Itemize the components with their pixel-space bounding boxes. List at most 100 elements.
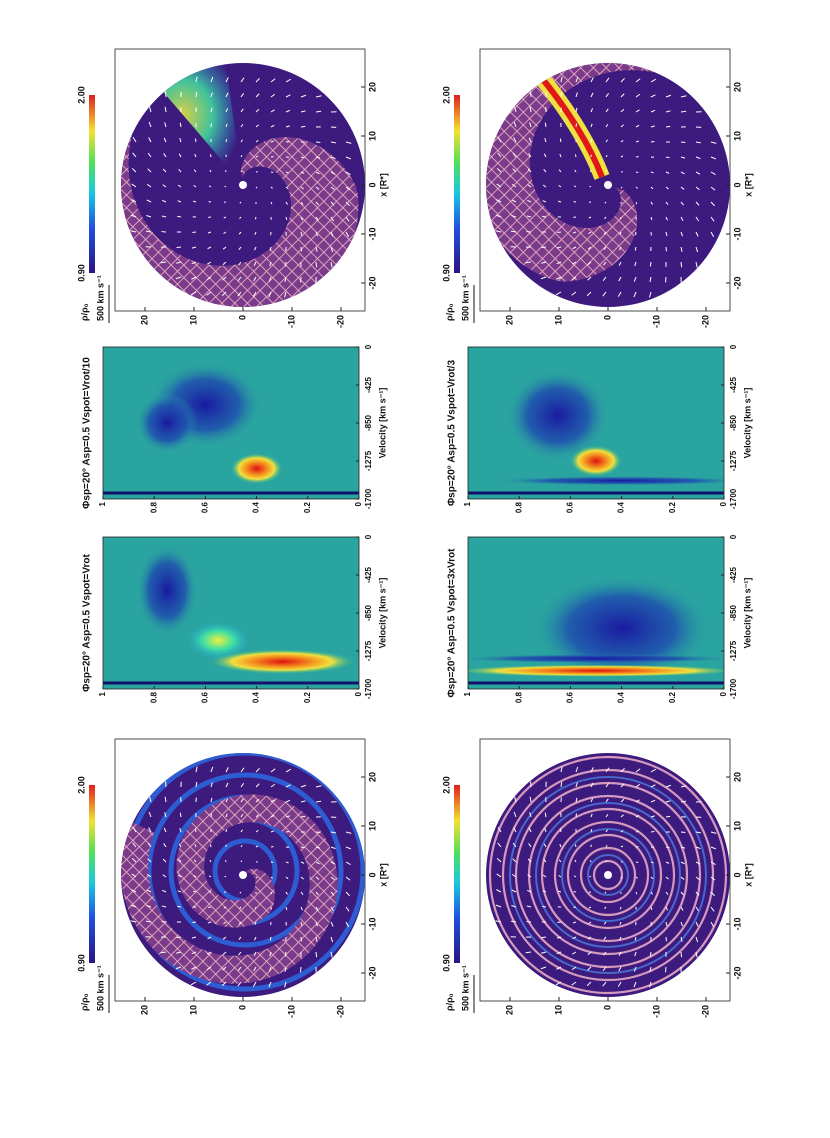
velocity-arrow [330,906,335,912]
velocity-arrow [650,906,653,911]
velocity-arrow [514,796,517,803]
velocity-arrow [529,106,532,113]
velocity-arrow [192,890,197,893]
y-tick-label: 0.8 [514,691,523,703]
velocity-arrow [571,981,577,986]
velocity-arrow [680,876,685,880]
velocity-arrow [710,186,716,191]
velocity-arrow [633,291,637,298]
velocity-arrow [223,906,227,909]
velocity-arrow [525,951,532,954]
velocity-arrow [210,123,213,128]
velocity-arrow [239,906,242,910]
velocity-arrow [528,153,532,158]
velocity-arrow [270,109,275,113]
velocity-arrow [253,261,257,266]
velocity-arrow [345,906,350,912]
velocity-arrow [650,78,656,83]
velocity-arrow [590,782,594,788]
velocity-arrow [300,156,305,159]
velocity-arrow [207,936,212,940]
velocity-arrow [665,876,669,880]
velocity-arrow [635,186,638,189]
x-tick-label: 10 [367,821,377,831]
velocity-arrow [210,76,214,83]
velocity-arrow [270,140,275,143]
velocity-arrow [511,905,517,908]
velocity-arrow [162,889,167,893]
arrow-label: 500 km s⁻¹ [460,965,470,1011]
disk-panel: ρ/ρ₀ 0.90 2.00 500 km s⁻¹ 20 10 0 -10 -20 -20 -10 0… [441,48,753,328]
velocity-arrow [225,813,228,818]
velocity-arrow [255,108,260,113]
velocity-arrow [541,936,547,939]
y-tick-label: 10 [553,315,563,325]
disk-panel: ρ/ρ₀ 0.90 2.00 500 km s⁻¹ 20 10 0 -10 -20 -20 -10 0… [76,48,388,328]
velocity-arrow [695,186,700,191]
velocity-arrow [571,291,577,296]
velocity-arrow [162,874,167,878]
velocity-arrow [603,951,607,956]
velocity-arrow [300,216,303,221]
velocity-arrow [604,906,607,910]
spectrum-content [103,362,359,495]
velocity-arrow [177,905,182,908]
velocity-arrow [619,246,622,251]
x-axis-label: x [R*] [743,863,753,887]
velocity-arrow [571,966,577,971]
velocity-arrow [575,92,578,98]
velocity-arrow [617,981,622,987]
velocity-arrow [602,276,607,281]
velocity-arrow [210,92,213,98]
velocity-arrow [330,846,336,850]
spectrum-content [468,369,724,495]
x-tick-label: -1700 [364,488,373,509]
velocity-arrow [572,921,577,924]
velocity-arrow [176,936,182,939]
velocity-arrow [238,261,242,266]
velocity-arrow [148,827,152,833]
velocity-arrow [541,246,547,249]
velocity-arrow [240,798,244,803]
velocity-arrow [240,783,245,788]
velocity-arrow [330,186,335,191]
velocity-arrow [345,156,352,160]
velocity-arrow [270,78,276,83]
velocity-arrow [650,861,654,864]
panel-title: Φsp=20° Asp=0.5 Vspot=3xVrot [447,548,458,698]
velocity-arrow [514,106,517,113]
x-tick-label: -20 [367,966,377,979]
velocity-arrow [556,276,562,280]
velocity-arrow [649,951,652,957]
velocity-arrow [605,154,608,158]
velocity-arrow [269,951,272,957]
velocity-arrow [650,125,655,128]
y-tick-label: 0.2 [303,691,312,703]
x-tick-label: 0 [732,182,742,187]
velocity-arrow [542,874,547,878]
velocity-arrow [525,261,532,264]
velocity-arrow [240,844,243,848]
velocity-arrow [617,291,622,297]
velocity-arrow [635,830,640,833]
velocity-arrow [555,291,562,296]
velocity-arrow [710,141,717,144]
velocity-arrow [315,951,318,958]
velocity-arrow [710,231,715,238]
y-tick-label: 0 [354,501,363,506]
velocity-arrow [542,905,547,908]
y-tick-label: 0 [237,1005,247,1010]
velocity-arrow [511,183,517,188]
x-axis-label: Velocity [km s⁻¹] [742,578,752,649]
velocity-arrow [602,981,607,987]
velocity-arrow [239,216,242,220]
spectrum-feature [506,369,609,461]
velocity-arrow [315,876,320,880]
colorbar [454,785,460,963]
velocity-arrow [680,921,684,927]
velocity-arrow [330,876,335,881]
y-tick-label: 0.6 [201,501,210,513]
velocity-arrow [544,138,547,143]
star [604,871,612,879]
density-ring [514,781,702,969]
